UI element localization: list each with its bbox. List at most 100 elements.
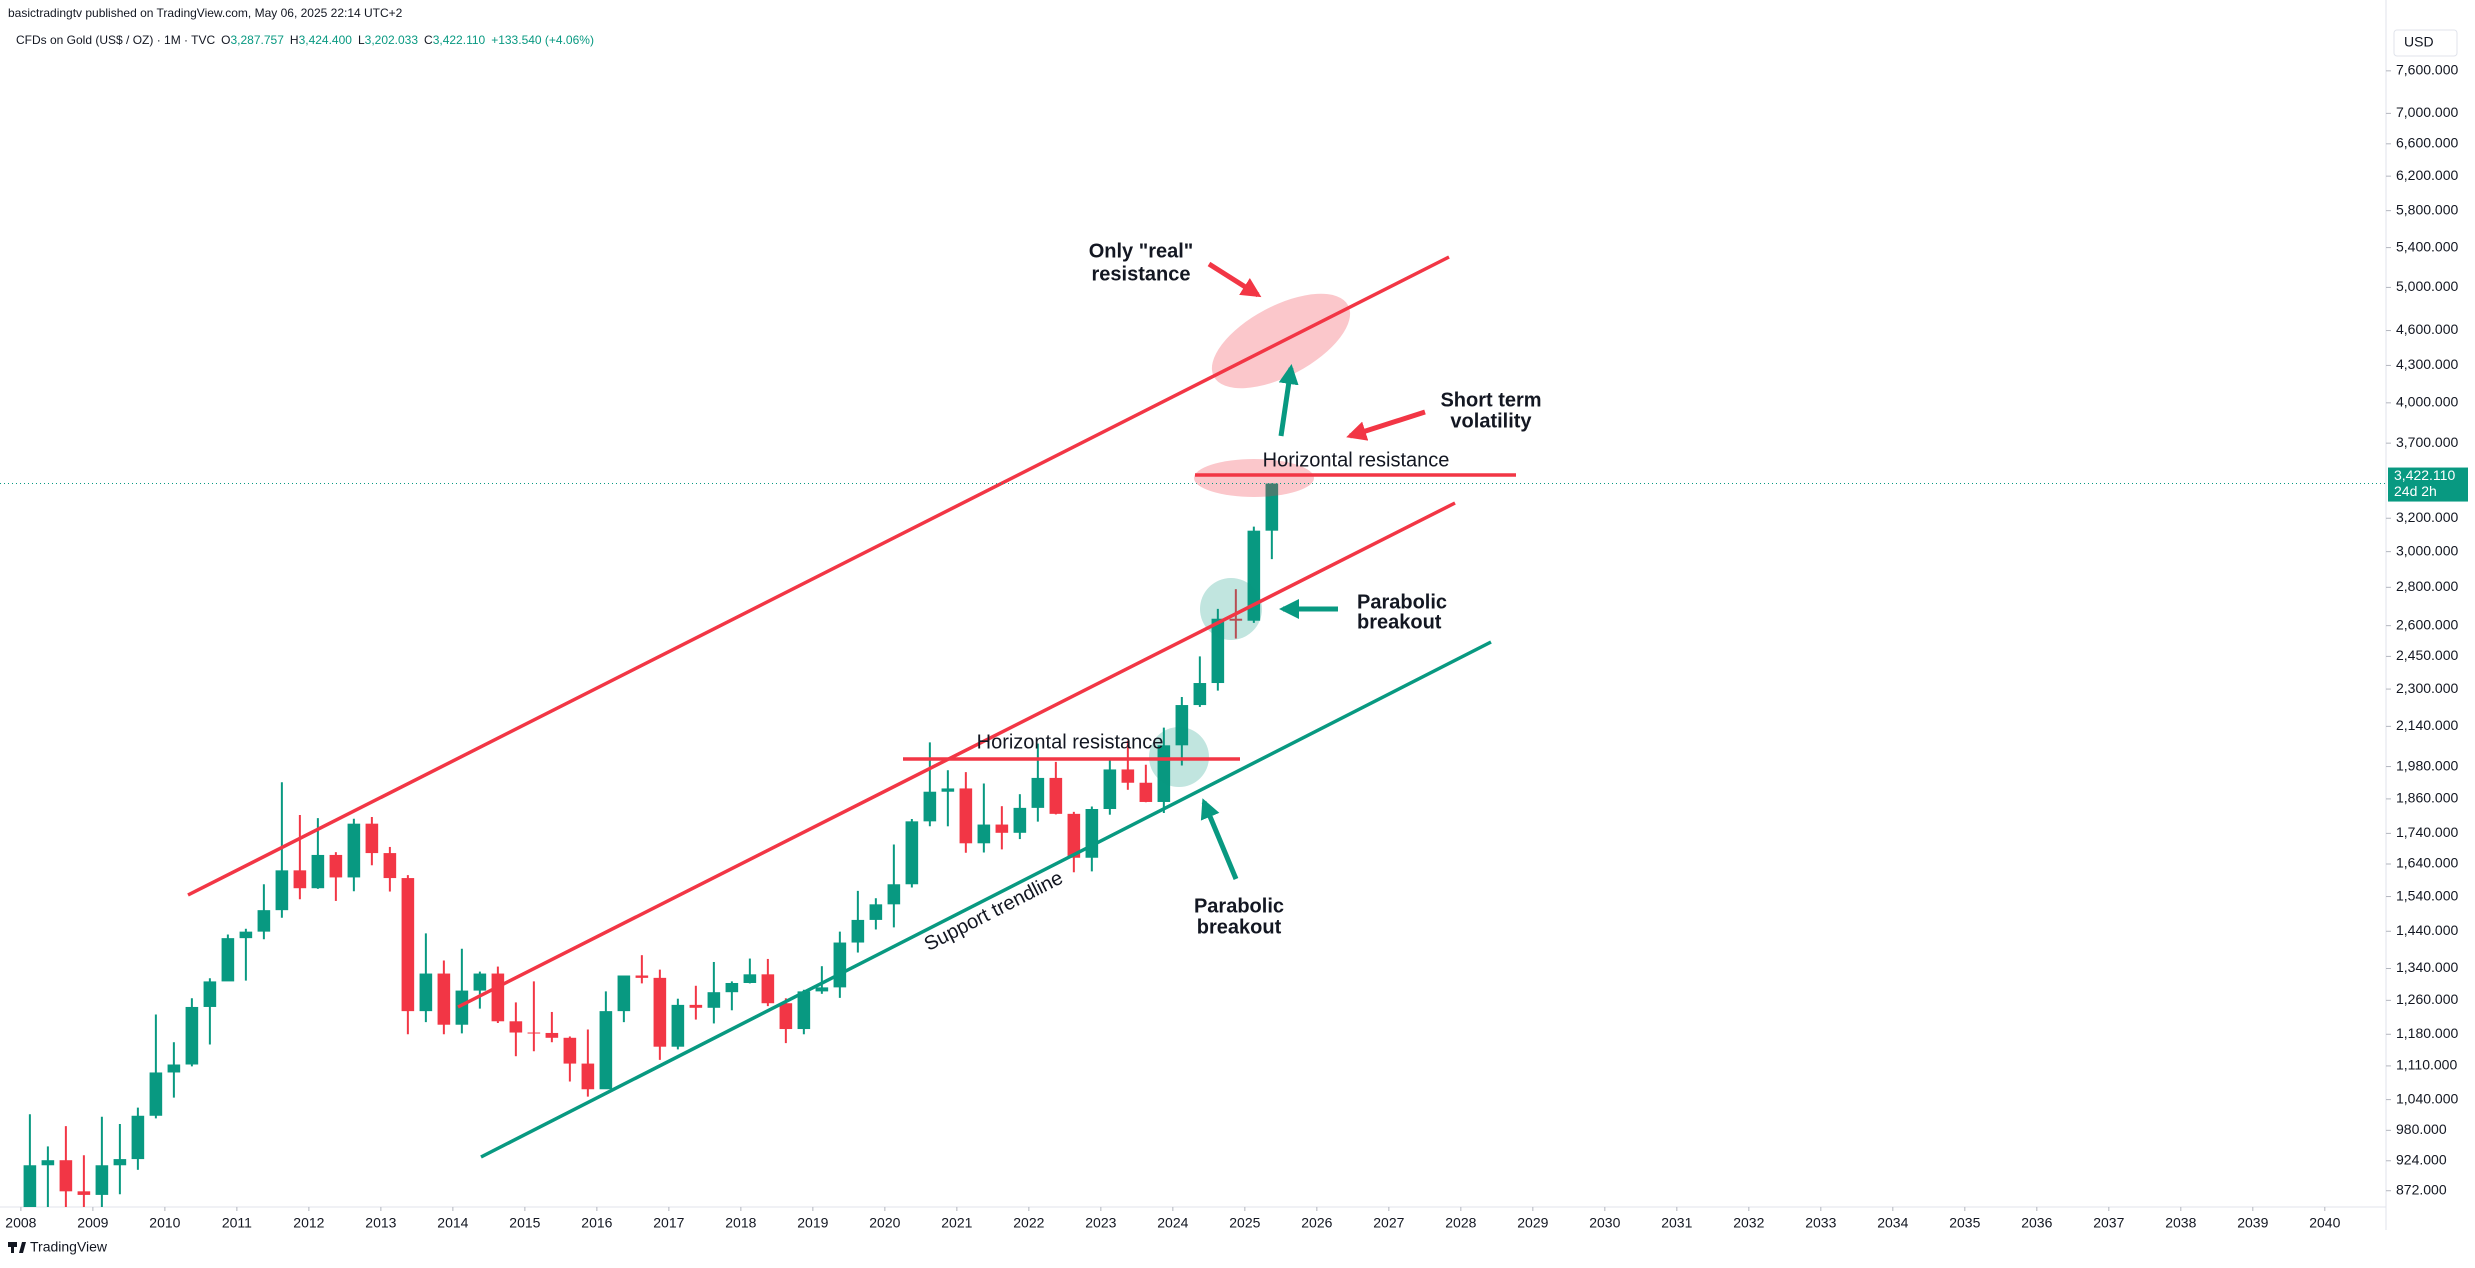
candle-body (1247, 530, 1261, 621)
candle-body (1103, 769, 1117, 810)
candle-body (545, 1032, 559, 1038)
candle-body (1211, 618, 1225, 684)
x-tick-label: 2027 (1373, 1215, 1404, 1231)
candle-body (743, 974, 757, 983)
candle-body (1067, 813, 1081, 858)
y-tick-label: 1,440.000 (2396, 922, 2458, 938)
candle-body (635, 975, 649, 978)
candle-body (437, 973, 451, 1025)
candle-body (779, 1003, 793, 1030)
annotation: Short term (1440, 389, 1541, 411)
x-tick-label: 2016 (581, 1215, 612, 1231)
candle-body (131, 1115, 145, 1160)
drawings (187, 255, 1516, 1159)
currency-box[interactable] (2393, 29, 2458, 57)
x-tick-label: 2014 (437, 1215, 468, 1231)
candle-body (347, 823, 361, 878)
candle-body (581, 1063, 595, 1090)
y-tick-label: 2,300.000 (2396, 680, 2458, 696)
y-tick-label: 4,600.000 (2396, 321, 2458, 337)
y-tick-label: 5,800.000 (2396, 201, 2458, 217)
candle-body (23, 1165, 37, 1207)
x-tick-label: 2022 (1013, 1215, 1044, 1231)
x-tick-label: 2012 (293, 1215, 324, 1231)
x-tick-label: 2038 (2165, 1215, 2196, 1231)
y-tick-label: 1,980.000 (2396, 757, 2458, 773)
candle-body (311, 854, 325, 889)
y-tick-label: 4,300.000 (2396, 356, 2458, 372)
x-tick-label: 2018 (725, 1215, 756, 1231)
x-tick-label: 2040 (2309, 1215, 2340, 1231)
y-tick-label: 2,600.000 (2396, 616, 2458, 632)
y-tick-label: 3,700.000 (2396, 434, 2458, 450)
trendline (480, 640, 1492, 1159)
candle-body (383, 853, 397, 879)
y-tick-label: 3,200.000 (2396, 509, 2458, 525)
y-tick-label: 2,140.000 (2396, 717, 2458, 733)
y-tick-label: 1,640.000 (2396, 855, 2458, 871)
arrow (1278, 364, 1299, 437)
y-tick-label: 6,600.000 (2396, 135, 2458, 151)
candles (23, 483, 1279, 1207)
candle-body (41, 1160, 55, 1166)
candle-body (833, 942, 847, 988)
candle-body (95, 1165, 109, 1195)
candle-body (761, 974, 775, 1004)
candle-body (1139, 782, 1153, 802)
x-tick-label: 2033 (1805, 1215, 1836, 1231)
candle-body (221, 938, 235, 982)
x-tick-label: 2021 (941, 1215, 972, 1231)
candle-body (1229, 618, 1243, 621)
candle-body (365, 823, 379, 854)
candle-body (1013, 807, 1027, 833)
arrow (1200, 798, 1239, 880)
y-tick-label: 1,110.000 (2396, 1057, 2457, 1073)
x-tick-label: 2010 (149, 1215, 180, 1231)
candle-body (149, 1072, 163, 1116)
last-price-box (2388, 467, 2468, 502)
x-tick-label: 2011 (222, 1215, 252, 1231)
candle-body (293, 870, 307, 889)
candle-body (257, 910, 271, 932)
x-tick-label: 2013 (365, 1215, 396, 1231)
candle-body (203, 981, 217, 1007)
x-tick-label: 2028 (1445, 1215, 1476, 1231)
y-tick-label: 1,180.000 (2396, 1025, 2458, 1041)
x-tick-label: 2019 (797, 1215, 828, 1231)
candle-body (1121, 769, 1135, 783)
trendline (457, 501, 1456, 1009)
annotation: breakout (1197, 916, 1282, 938)
x-tick-label: 2029 (1517, 1215, 1548, 1231)
candle-body (851, 919, 865, 943)
logo (8, 1242, 26, 1253)
x-tick-label: 2020 (869, 1215, 900, 1231)
y-tick-label: 924.000 (2396, 1151, 2447, 1167)
candle-body (473, 973, 487, 991)
candle-body (401, 878, 415, 1012)
candle-body (563, 1037, 577, 1064)
ohlc-key: O (221, 33, 230, 47)
candle-body (455, 990, 469, 1025)
x-tick-label: 2015 (509, 1215, 540, 1231)
y-tick-label: 872.000 (2396, 1181, 2447, 1197)
y-tick-label: 2,450.000 (2396, 647, 2458, 663)
highlight (1200, 578, 1262, 640)
candle-body (1175, 705, 1189, 746)
symbol: CFDs on Gold (US$ / OZ) · 1M · TVC (16, 33, 215, 47)
currency: USD (2404, 34, 2434, 50)
x-tick-label: 2036 (2021, 1215, 2052, 1231)
candle-body (599, 1011, 613, 1090)
arrow (1346, 409, 1426, 441)
y-tick-label: 5,000.000 (2396, 278, 2458, 294)
candle-body (905, 821, 919, 885)
x-tick-label: 2025 (1229, 1215, 1260, 1231)
ohlc-key: L (358, 33, 365, 47)
candle-body (977, 824, 991, 844)
candle-body (797, 991, 811, 1030)
highlight (1194, 459, 1314, 497)
candle-body (419, 973, 433, 1012)
footer-brand: TradingView (30, 1239, 108, 1255)
candle-body (77, 1191, 91, 1195)
